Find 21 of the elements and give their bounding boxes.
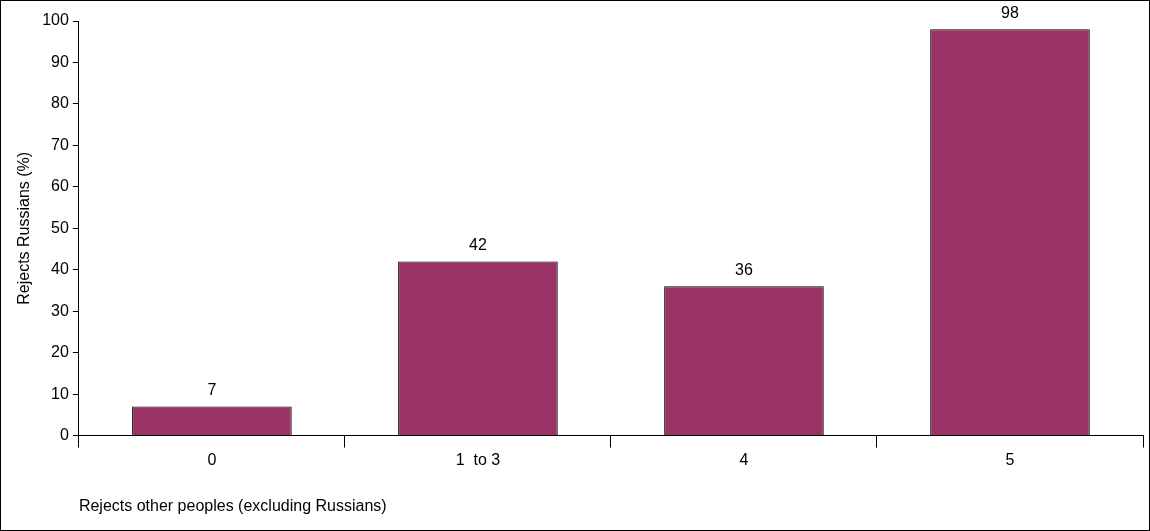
y-tick-label: 90: [51, 52, 69, 70]
x-axis-title: Rejects other peoples (excluding Russians): [78, 496, 387, 514]
y-tick-label: 30: [51, 301, 69, 319]
y-tick-label: 10: [51, 384, 69, 402]
data-label: 42: [469, 235, 487, 253]
y-axis-title: Rejects Russians (%): [15, 151, 33, 305]
data-label: 98: [1001, 3, 1019, 21]
data-label: 36: [735, 260, 753, 278]
y-tick-label: 100: [42, 11, 69, 29]
x-tick-label: 0: [207, 450, 217, 468]
x-tick-label: 4: [739, 450, 749, 468]
y-tick-label: 20: [51, 343, 69, 361]
y-tick-label: 80: [51, 94, 69, 112]
x-tick-label: 5: [1005, 450, 1015, 468]
data-label: 7: [207, 380, 217, 398]
y-tick-label: 40: [51, 260, 69, 278]
y-tick-label: 70: [51, 135, 69, 153]
y-tick-label: 0: [59, 426, 69, 444]
y-tick-label: 60: [51, 177, 69, 195]
y-tick-label: 50: [51, 218, 69, 236]
x-tick-label: 1 to 3: [455, 450, 501, 468]
